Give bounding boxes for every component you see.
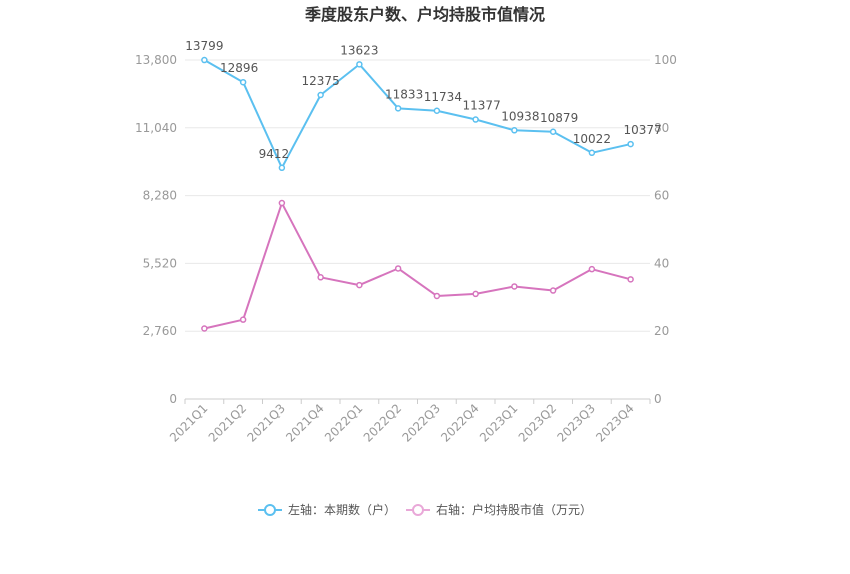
legend: 左轴：本期数（户） 右轴：户均持股市值（万元） xyxy=(258,502,592,517)
left-tick-label: 5,520 xyxy=(143,256,177,270)
series-point-right xyxy=(394,265,402,272)
series-point-right xyxy=(278,199,286,207)
x-tick-label: 2021Q3 xyxy=(244,401,288,445)
series-point-left xyxy=(317,91,324,99)
chart-title: 季度股东户数、户均持股市值情况 xyxy=(304,5,545,24)
data-label: 10938 xyxy=(501,109,539,123)
right-tick-label: 0 xyxy=(654,392,662,406)
legend-left-marker-icon xyxy=(264,504,276,516)
series-point-left xyxy=(433,107,441,115)
x-tick-label: 2022Q4 xyxy=(438,401,482,445)
series-point-left xyxy=(549,128,557,136)
right-tick-label: 20 xyxy=(654,324,669,338)
series-point-left xyxy=(627,140,634,148)
right-tick-label: 40 xyxy=(654,256,669,270)
series-point-right xyxy=(317,274,324,281)
series-point-right xyxy=(201,325,208,332)
series-point-right xyxy=(549,287,557,294)
data-label: 11833 xyxy=(385,87,423,101)
x-tick-label: 2023Q4 xyxy=(593,401,637,445)
series-point-left xyxy=(278,164,286,172)
x-tick-label: 2023Q1 xyxy=(477,401,521,445)
x-tick-label: 2023Q3 xyxy=(554,401,598,445)
series-point-right xyxy=(511,283,518,290)
grid xyxy=(185,59,650,400)
left-tick-label: 13,800 xyxy=(135,53,177,67)
legend-right-label: 右轴：户均持股市值（万元） xyxy=(436,502,592,517)
data-label: 13623 xyxy=(340,43,378,57)
series-point-left xyxy=(472,116,479,123)
data-label: 11377 xyxy=(463,99,501,113)
data-label: 11734 xyxy=(424,90,462,104)
right-tick-label: 80 xyxy=(654,121,669,135)
legend-right-marker-icon xyxy=(412,504,424,516)
left-tick-label: 8,280 xyxy=(143,189,177,203)
left-tick-label: 11,040 xyxy=(135,121,177,135)
data-label: 12375 xyxy=(302,74,340,88)
series-line-left xyxy=(203,59,631,169)
x-tick-label: 2021Q4 xyxy=(283,401,327,445)
legend-left-label: 左轴：本期数（户） xyxy=(288,502,396,517)
x-axis-ticks: 2021Q12021Q22021Q32021Q42022Q12022Q22022… xyxy=(167,399,651,445)
x-tick-label: 2022Q2 xyxy=(361,401,405,445)
series-point-left xyxy=(356,61,363,68)
data-label: 10879 xyxy=(540,111,578,125)
x-tick-label: 2022Q3 xyxy=(399,401,443,445)
legend-item-left[interactable]: 左轴：本期数（户） xyxy=(258,502,396,517)
right-tick-label: 100 xyxy=(654,53,677,67)
data-label: 10022 xyxy=(573,132,611,146)
x-tick-label: 2023Q2 xyxy=(516,401,560,445)
right-axis-ticks: 0 20 40 60 80 100 xyxy=(654,53,677,406)
series-point-left xyxy=(394,105,402,112)
left-axis-ticks: 0 2,760 5,520 8,280 11,040 13,800 xyxy=(135,53,177,406)
data-label: 9412 xyxy=(259,147,290,161)
series-point-left xyxy=(588,149,596,157)
data-label: 12896 xyxy=(220,61,258,75)
data-label: 13799 xyxy=(185,39,223,53)
x-tick-label: 2021Q1 xyxy=(167,401,211,445)
left-tick-label: 2,760 xyxy=(143,324,177,338)
series-point-right xyxy=(433,292,441,300)
left-tick-label: 0 xyxy=(169,392,177,406)
series-point-left xyxy=(239,78,247,86)
data-label: 10377 xyxy=(624,123,662,137)
series-point-right xyxy=(472,290,479,298)
legend-item-right[interactable]: 右轴：户均持股市值（万元） xyxy=(406,502,592,517)
right-tick-label: 60 xyxy=(654,189,669,203)
series-layer xyxy=(201,56,634,332)
series-point-right xyxy=(627,276,634,283)
series-point-left xyxy=(511,127,518,134)
x-tick-label: 2021Q2 xyxy=(206,401,250,445)
x-tick-label: 2022Q1 xyxy=(322,401,366,445)
series-point-right xyxy=(356,281,363,289)
series-point-right xyxy=(588,265,596,273)
series-point-left xyxy=(201,56,208,64)
series-line-right xyxy=(204,202,631,330)
series-point-right xyxy=(239,316,247,323)
